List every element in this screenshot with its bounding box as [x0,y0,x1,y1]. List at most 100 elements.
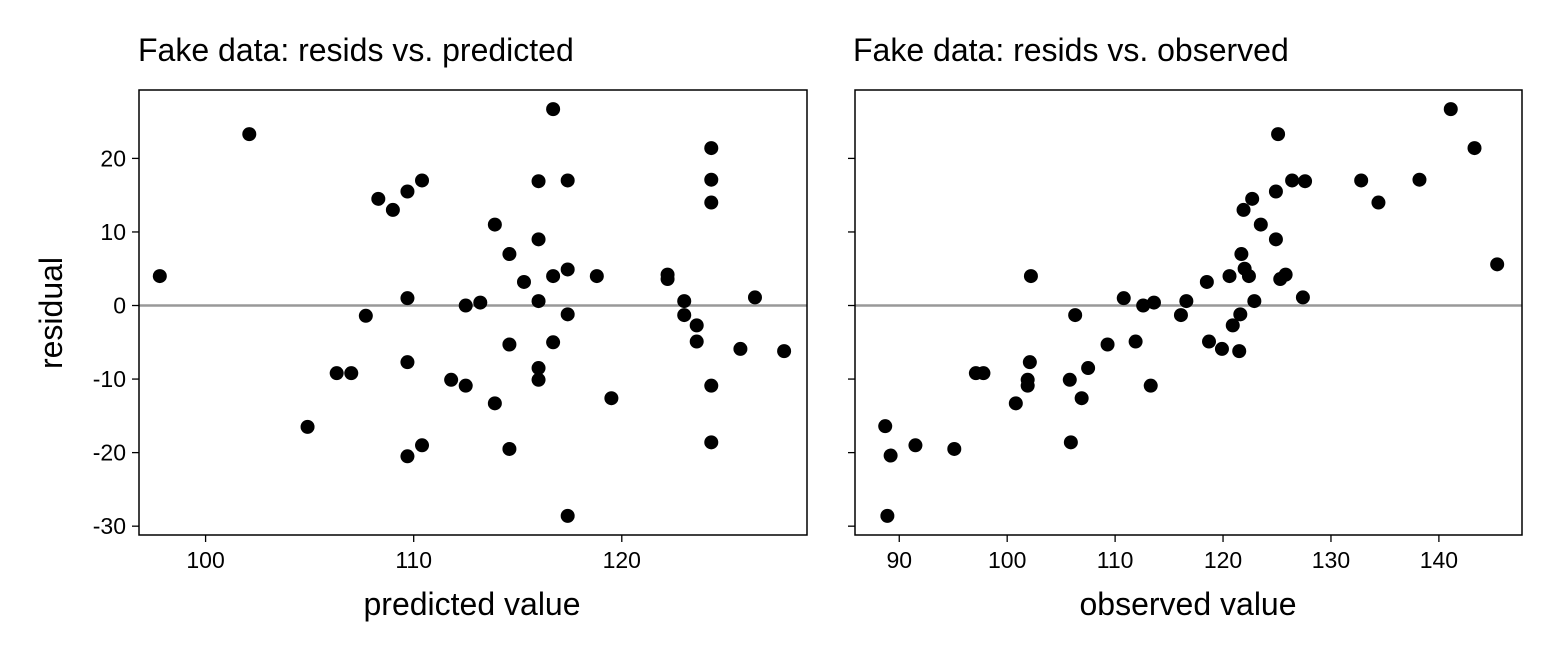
data-point [976,366,991,381]
data-point [733,341,748,356]
plot-frame [854,89,1523,536]
data-point [1467,141,1482,156]
x-tick-label: 90 [886,547,912,573]
data-point [400,184,415,199]
data-point [1241,269,1256,284]
data-point [1278,267,1293,282]
data-point [487,217,502,232]
data-point [677,294,692,309]
data-point [1245,191,1260,206]
data-point [1074,391,1089,406]
data-point [589,269,604,284]
data-point [689,334,704,349]
data-point [1062,372,1077,387]
data-point [358,308,373,323]
data-point [1179,294,1194,309]
data-point [704,195,719,210]
data-point [878,419,893,434]
y-tick-label: -10 [93,366,126,392]
data-point [1247,294,1262,309]
data-point [458,378,473,393]
x-tick-label: 120 [603,547,641,573]
x-tick-label: 140 [1420,547,1458,573]
data-point [1233,307,1248,322]
data-point [531,361,546,376]
data-point [1023,269,1038,284]
data-point [531,174,546,189]
panel-resids-vs-observed: Fake data: resids vs. observed observed … [848,32,1523,622]
data-point [516,274,531,289]
data-point [1214,341,1229,356]
data-point [400,355,415,370]
data-point [344,366,359,381]
data-point [704,141,719,156]
data-point [444,372,459,387]
data-point [660,272,675,287]
data-point [1128,334,1143,349]
data-point [689,318,704,333]
plot-frame [138,89,808,536]
data-point [502,441,517,456]
data-point [1063,435,1078,450]
data-point [1068,308,1083,323]
data-point [777,344,792,359]
data-point [704,172,719,187]
y-tick-label: 0 [113,293,126,319]
data-point [560,508,575,523]
data-point [1236,202,1251,217]
data-point [546,335,561,350]
data-point [1173,308,1188,323]
x-tick-label: 110 [1097,547,1134,573]
x-tick-label: 120 [1204,547,1242,573]
y-tick-label: 20 [100,145,126,171]
y-tick-label: -20 [93,440,126,466]
data-point [1232,344,1247,359]
data-point [1222,269,1237,284]
x-axis-label: predicted value [363,586,580,622]
data-point [1143,378,1158,393]
data-point [458,298,473,313]
y-axis-label: residual [33,257,69,369]
data-point [560,307,575,322]
data-point [531,232,546,247]
data-point [1020,372,1035,387]
data-point [1116,291,1131,306]
data-point [502,247,517,262]
data-point [152,269,167,284]
data-point [1295,290,1310,305]
x-axis-label: observed value [1079,586,1296,622]
data-point [704,435,719,450]
x-tick-label: 110 [395,547,432,573]
data-point [560,262,575,277]
data-point [546,269,561,284]
data-point [531,372,546,387]
y-tick-label: -30 [93,513,126,539]
data-point [400,449,415,464]
data-point [604,391,619,406]
x-tick-label: 130 [1312,547,1350,573]
data-point [1008,396,1023,411]
data-point [300,419,315,434]
data-point [546,102,561,117]
data-point [880,508,895,523]
data-point [560,173,575,188]
y-tick-label: 10 [100,219,126,245]
data-point [385,202,400,217]
data-point [1354,173,1369,188]
panel-resids-vs-predicted: Fake data: resids vs. predicted predicte… [33,32,808,622]
data-point [1199,274,1214,289]
data-point [704,378,719,393]
data-point [1371,195,1386,210]
data-point [1225,318,1240,333]
data-point [1298,174,1313,189]
data-point [1136,298,1151,313]
data-point [1081,361,1096,376]
chart-title: Fake data: resids vs. predicted [138,32,574,68]
chart-title: Fake data: resids vs. observed [853,32,1289,68]
data-point [1022,355,1037,370]
data-point [473,295,488,310]
data-point [677,308,692,323]
data-point [531,294,546,309]
data-point [1100,337,1115,352]
